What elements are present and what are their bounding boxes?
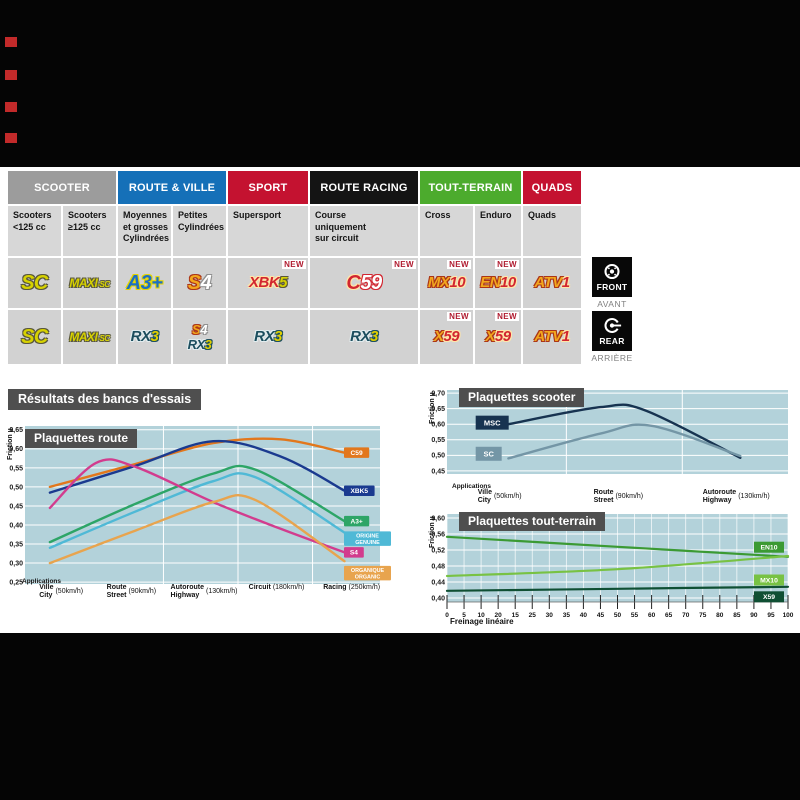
- product-logo: X59: [485, 328, 511, 346]
- category-tout-terrain: TOUT-TERRAIN: [420, 171, 521, 204]
- x-axis-label: Freinage linéaire: [450, 617, 514, 626]
- chart-title: Plaquettes scooter: [459, 388, 585, 407]
- category-scooter: SCOOTER: [8, 171, 116, 204]
- y-axis-label: Friction µ: [7, 428, 14, 460]
- x-category-label: Racing (250km/h): [323, 584, 381, 591]
- subheader-cell: Scooters <125 cc: [8, 206, 61, 256]
- front-row-cell[interactable]: A3+: [118, 258, 171, 308]
- x-category-label: Autoroute Highway (130km/h): [702, 489, 770, 505]
- product-logo: S4 RX3: [187, 321, 212, 352]
- x-category-label: Autoroute Highway (130km/h): [170, 584, 238, 600]
- subheader-cell: Course uniquement sur circuit: [310, 206, 418, 256]
- front-row-cell[interactable]: EN10 NEW: [475, 258, 521, 308]
- subheader-cell: Supersport: [228, 206, 308, 256]
- product-logo: S4: [187, 271, 212, 294]
- red-mark-icon: [5, 37, 17, 47]
- rear-row-cell[interactable]: SC: [8, 310, 61, 364]
- new-badge: NEW: [495, 312, 519, 321]
- rear-row-cell[interactable]: RX3: [228, 310, 308, 364]
- subheader-cell: Moyennes et grosses Cylindrées: [118, 206, 171, 256]
- category-quads: QUADS: [523, 171, 581, 204]
- product-logo: X59: [433, 328, 460, 346]
- rear-row-cell[interactable]: X59 NEW: [420, 310, 473, 364]
- new-badge: NEW: [447, 312, 471, 321]
- product-logo: C59: [346, 271, 382, 294]
- product-logo: MAXI-SC: [69, 330, 110, 345]
- new-badge: NEW: [495, 260, 519, 269]
- subheader-cell: Enduro: [475, 206, 521, 256]
- chart-title: Plaquettes route: [25, 429, 138, 448]
- arriere-label: ARRIÈRE: [591, 353, 633, 363]
- front-label: FRONT: [596, 282, 628, 292]
- rear-row-cell[interactable]: X59 NEW: [475, 310, 521, 364]
- category-route-ville: ROUTE & VILLE: [118, 171, 226, 204]
- y-axis-label: Friction µ: [429, 516, 436, 548]
- new-badge: NEW: [447, 260, 471, 269]
- front-row-cell[interactable]: C59 NEW: [310, 258, 418, 308]
- product-logo: ATV1: [534, 274, 570, 292]
- product-logo: XBK5: [248, 274, 288, 292]
- product-logo: MX10: [427, 274, 466, 292]
- product-logo: A3+: [126, 271, 163, 294]
- red-mark-icon: [5, 102, 17, 112]
- product-logo: MAXI-SC: [69, 276, 110, 291]
- product-logo: RX3: [350, 328, 378, 346]
- x-category-label: Route Street (90km/h): [593, 489, 644, 505]
- rear-label: REAR: [599, 336, 625, 346]
- avant-label: AVANT: [597, 299, 627, 309]
- rear-row-cell[interactable]: RX3: [310, 310, 418, 364]
- rear-disc-icon: [604, 317, 622, 334]
- category-route-racing: ROUTE RACING: [310, 171, 418, 204]
- red-mark-icon: [5, 133, 17, 143]
- subheader-cell: Petites Cylindrées: [173, 206, 226, 256]
- front-row-cell[interactable]: MAXI-SC: [63, 258, 116, 308]
- x-category-label: Circuit (180km/h): [248, 584, 305, 591]
- rear-brake-indicator: REAR: [592, 311, 632, 351]
- x-category-label: Ville City (50km/h): [39, 584, 84, 600]
- subheader-cell: Scooters ≥125 cc: [63, 206, 116, 256]
- y-axis-label: Friction µ: [429, 392, 436, 424]
- red-mark-icon: [5, 70, 17, 80]
- subheader-cell: Cross: [420, 206, 473, 256]
- rear-row-cell[interactable]: S4 RX3: [173, 310, 226, 364]
- new-badge: NEW: [282, 260, 306, 269]
- rear-row-cell[interactable]: ATV1: [523, 310, 581, 364]
- front-row-cell[interactable]: S4: [173, 258, 226, 308]
- product-logo: SC: [21, 325, 48, 348]
- rear-row-cell[interactable]: RX3: [118, 310, 171, 364]
- front-row-cell[interactable]: ATV1: [523, 258, 581, 308]
- front-disc-icon: [604, 263, 620, 280]
- x-category-label: Ville City (50km/h): [477, 489, 522, 505]
- front-brake-indicator: FRONT: [592, 257, 632, 297]
- x-axis-label: Applications: [22, 578, 62, 585]
- new-badge: NEW: [392, 260, 416, 269]
- x-category-label: Route Street (90km/h): [106, 584, 157, 600]
- category-sport: SPORT: [228, 171, 308, 204]
- product-logo: SC: [21, 271, 48, 294]
- subheader-cell: Quads: [523, 206, 581, 256]
- product-logo: RX3: [254, 328, 282, 346]
- front-row-cell[interactable]: SC: [8, 258, 61, 308]
- section-title: Résultats des bancs d'essais: [8, 389, 202, 410]
- product-logo: RX3: [130, 328, 159, 346]
- product-logo: ATV1: [534, 328, 570, 346]
- x-axis-label: Applications: [452, 483, 492, 490]
- chart-title: Plaquettes tout-terrain: [459, 512, 606, 531]
- front-row-cell[interactable]: XBK5 NEW: [228, 258, 308, 308]
- product-logo: EN10: [480, 274, 516, 292]
- rear-row-cell[interactable]: MAXI-SC: [63, 310, 116, 364]
- front-row-cell[interactable]: MX10 NEW: [420, 258, 473, 308]
